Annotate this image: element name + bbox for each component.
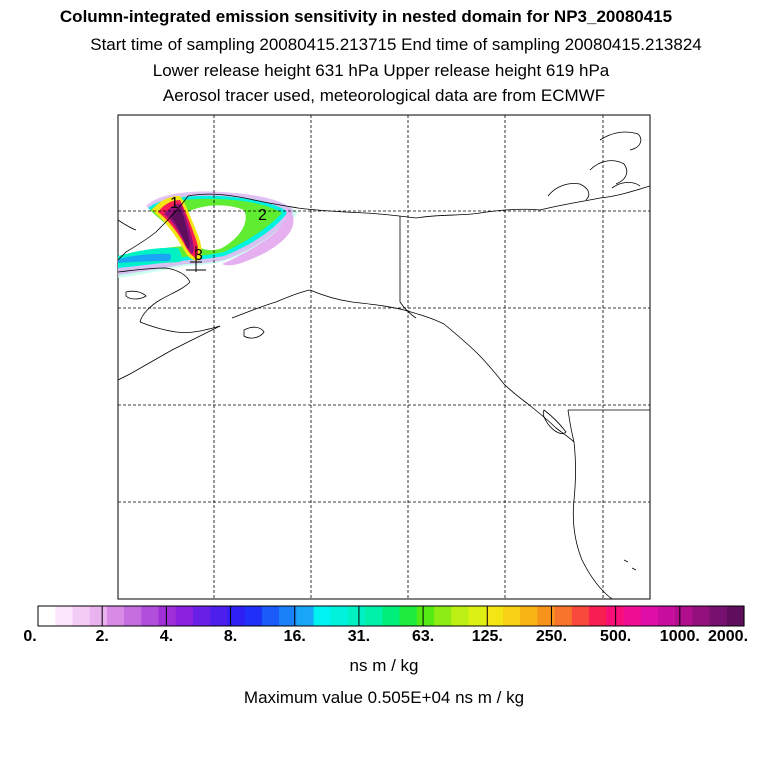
sampling-time-line: Start time of sampling 20080415.213715 E… xyxy=(90,35,702,54)
colorbar-swatch xyxy=(89,606,108,626)
colorbar-tick-label: 1000. xyxy=(659,628,700,645)
colorbar-swatch xyxy=(623,606,642,626)
colorbar-swatch xyxy=(296,606,315,626)
colorbar-swatch xyxy=(709,606,728,626)
colorbar-tick-label: 4. xyxy=(159,628,174,645)
colorbar-tick-label: 500. xyxy=(600,628,632,645)
colorbar-swatch xyxy=(726,606,745,626)
colorbar-swatch xyxy=(244,606,263,626)
coastlines xyxy=(118,131,650,599)
trajectory-label-2: 2 xyxy=(258,207,267,224)
colorbar-swatch xyxy=(520,606,538,626)
colorbar-tick-label: 0. xyxy=(23,628,37,645)
colorbar-swatch xyxy=(227,606,246,626)
colorbar-swatch xyxy=(416,606,435,626)
colorbar-swatch xyxy=(657,606,676,626)
tracer-info-line: Aerosol tracer used, meteorological data… xyxy=(162,86,606,105)
colorbar-swatch xyxy=(468,606,487,626)
colorbar-swatch xyxy=(210,606,229,626)
colorbar-swatch xyxy=(365,606,383,626)
colorbar-swatch xyxy=(330,606,349,626)
colorbar-swatch xyxy=(55,606,74,626)
colorbar-swatch xyxy=(382,606,401,626)
colorbar-swatch xyxy=(72,606,91,626)
trajectory-label-1: 1 xyxy=(170,195,179,212)
colorbar-tick-label: 16. xyxy=(283,628,306,645)
colorbar-swatch xyxy=(175,606,194,626)
colorbar-swatch xyxy=(399,606,418,626)
colorbar-swatch xyxy=(589,606,607,626)
colorbar-units: ns m / kg xyxy=(349,656,419,675)
colorbar-swatch xyxy=(192,606,211,626)
colorbar-tick-label: 8. xyxy=(223,628,238,645)
colorbar-swatch xyxy=(502,606,521,626)
colorbar-swatch xyxy=(485,606,504,626)
colorbar-swatch xyxy=(141,606,160,626)
map-frame xyxy=(117,114,651,600)
colorbar-swatch xyxy=(158,606,177,626)
colorbar-swatch xyxy=(38,606,56,626)
colorbar-swatch xyxy=(692,606,711,626)
colorbar-swatch xyxy=(554,606,573,626)
colorbar-swatch xyxy=(347,606,366,626)
emission-plume xyxy=(118,191,298,278)
plot-title: Column-integrated emission sensitivity i… xyxy=(59,7,673,26)
colorbar-swatch xyxy=(124,606,142,626)
release-height-line: Lower release height 631 hPa Upper relea… xyxy=(152,61,610,80)
colorbar xyxy=(37,605,745,627)
colorbar-swatch xyxy=(261,606,280,626)
colorbar-swatch xyxy=(106,606,125,626)
colorbar-tick-label: 2. xyxy=(95,628,109,645)
colorbar-swatch xyxy=(451,606,470,626)
release-site-marker xyxy=(186,246,206,272)
colorbar-tick-label: 31. xyxy=(347,628,371,645)
graticule xyxy=(118,115,650,599)
colorbar-swatch xyxy=(537,606,556,626)
trajectory-label-3: 3 xyxy=(194,247,203,264)
colorbar-swatch xyxy=(279,606,297,626)
colorbar-frame xyxy=(37,605,745,627)
colorbar-swatch xyxy=(434,606,452,626)
maximum-value: Maximum value 0.505E+04 ns m / kg xyxy=(243,688,525,707)
colorbar-tick-label: 2000. xyxy=(707,628,749,645)
colorbar-swatch xyxy=(571,606,590,626)
colorbar-swatch xyxy=(313,606,332,626)
colorbar-swatch xyxy=(675,606,693,626)
colorbar-tick-label: 63. xyxy=(411,628,435,645)
colorbar-tick-label: 125. xyxy=(471,628,503,645)
colorbar-swatch xyxy=(640,606,659,626)
colorbar-tick-label: 250. xyxy=(535,628,568,645)
